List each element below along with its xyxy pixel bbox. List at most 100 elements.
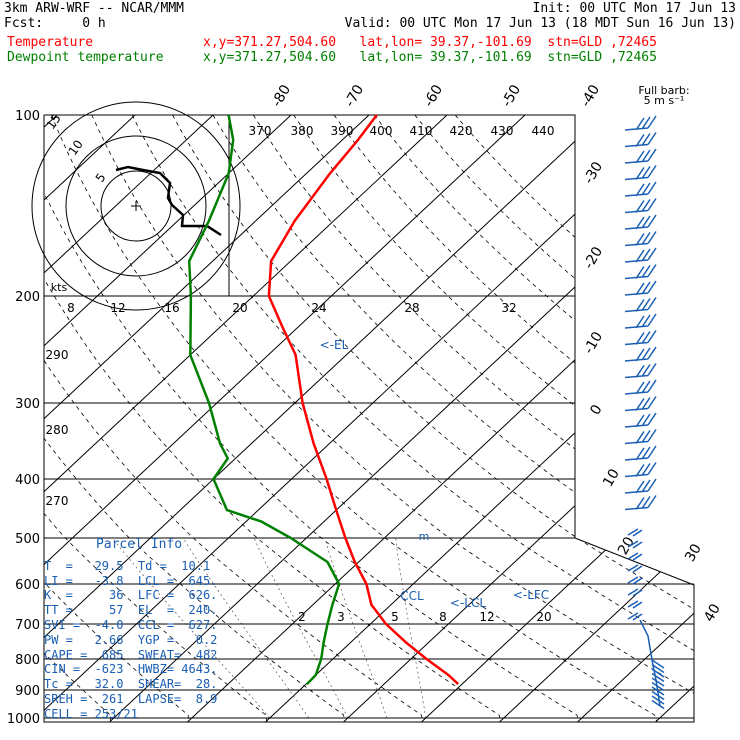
dry-adiabat <box>454 115 694 722</box>
legend-dewpoint: Dewpoint temperature <box>7 50 164 65</box>
wind-barb-dense <box>651 672 665 683</box>
isotherm-label: 30 <box>682 541 705 564</box>
theta-label: 440 <box>532 124 555 138</box>
pressure-tick-label: 400 <box>15 473 40 488</box>
pressure-tick-label: 900 <box>15 684 40 699</box>
wind-barb <box>624 297 657 313</box>
wind-key-value: 5 m s⁻¹ <box>644 94 685 107</box>
hodograph-ring <box>31 101 241 311</box>
moist-adiabat <box>324 537 388 719</box>
wind-barb-dense <box>651 686 665 696</box>
isotherm <box>44 115 604 722</box>
wind-barb <box>624 247 657 263</box>
isotherm-label: 40 <box>701 601 724 624</box>
parcel-info-rows: T = 29.5 Td = 10.1 LI = -3.8 LCL = 645. K … <box>44 559 234 722</box>
wind-barb <box>624 165 657 181</box>
pressure-tick-label: 300 <box>15 397 40 412</box>
mixing-ratio-label-low: 5 <box>391 610 399 624</box>
wind-barb <box>624 330 657 346</box>
parcel-info-row: SVI = -4.0 CCL = 627. <box>44 617 218 632</box>
theta-label: 430 <box>491 124 514 138</box>
wind-barb-low <box>627 528 643 537</box>
hodograph-center-cross <box>131 201 141 211</box>
wind-barb <box>624 412 657 428</box>
moist-adiabat <box>253 537 349 719</box>
dry-adiabat <box>374 115 694 722</box>
wind-key-title: Full barb: <box>638 84 689 97</box>
temperature-trace <box>267 114 460 686</box>
wind-barb <box>624 429 657 445</box>
parcel-info-row: PW = 2.66 YGP = 0.2 <box>44 632 218 647</box>
wind-barb <box>624 264 657 280</box>
parcel-top-marker: m <box>419 530 430 543</box>
wind-barb-low <box>627 564 643 573</box>
dry-adiabat <box>51 115 657 722</box>
dry-adiabat <box>414 115 694 722</box>
pressure-tick-label: 600 <box>15 578 40 593</box>
pressure-tick-label: 700 <box>15 618 40 633</box>
isotherm <box>343 115 694 722</box>
parcel-info-panel: Parcel Info T = 29.5 Td = 10.1 LI = -3.8 … <box>44 537 234 722</box>
mixing-ratio-label: 28 <box>404 301 419 315</box>
dry-adiabat <box>44 115 501 722</box>
wind-barb-low <box>627 612 643 621</box>
wind-barb <box>624 478 657 494</box>
theta-label: 420 <box>450 124 473 138</box>
isotherm-label: -70 <box>342 82 367 110</box>
wind-barb <box>624 396 657 412</box>
wind-barb-dense <box>651 690 665 701</box>
wind-barb-low <box>627 588 643 597</box>
isotherm <box>421 115 694 722</box>
wind-barb <box>624 462 657 478</box>
parcel-info-row: CELL = 253/21 <box>44 706 138 721</box>
lcl-annotation: <-LCL <box>450 596 486 610</box>
hodograph-ring <box>65 135 207 277</box>
wind-barb <box>624 181 657 197</box>
dry-adiabat <box>44 115 189 722</box>
mixing-ratio-label-low: 20 <box>536 610 551 624</box>
isotherm <box>44 115 682 722</box>
isotherm-label: -60 <box>421 82 446 110</box>
isotherm-label: 20 <box>615 534 638 557</box>
wind-barb <box>624 148 657 164</box>
theta-label: 410 <box>410 124 433 138</box>
dry-adiabat <box>91 115 694 722</box>
wind-barb-low <box>627 576 643 585</box>
dry-adiabat <box>172 115 694 722</box>
parcel-info-row: SREH = 261 LAPSE= 8.9 <box>44 691 218 706</box>
parcel-info-row: CIN = -623 HWBZ= 4643. <box>44 662 218 677</box>
isotherm <box>44 115 448 722</box>
isotherm <box>577 115 694 722</box>
wind-barb-dense <box>651 699 665 710</box>
pressure-tick-label: 500 <box>15 532 40 547</box>
wind-barb <box>624 214 657 230</box>
isotherm-label: -40 <box>578 82 603 110</box>
hodograph-trace <box>115 165 222 237</box>
theta-label-left: 280 <box>46 423 69 437</box>
isotherm-label: -30 <box>581 159 606 187</box>
mixing-ratio-label: 16 <box>164 301 179 315</box>
parcel-info-row: LI = -3.8 LCL = 645. <box>44 573 218 588</box>
wind-barb <box>624 379 657 395</box>
isotherm-label: -10 <box>581 329 606 357</box>
mixing-ratio-label-low: 8 <box>439 610 447 624</box>
valid-time: Valid: 00 UTC Mon 17 Jun 13 (18 MDT Sun … <box>344 16 736 31</box>
wind-barb <box>624 445 657 461</box>
temperature-location: x,y=371.27,504.60 lat,lon= 39.37,-101.69… <box>203 35 657 50</box>
parcel-info-row: K = 36 LFC = 626. <box>44 588 218 603</box>
isotherm <box>499 115 694 722</box>
hodograph-ring-label: 5 <box>93 171 109 185</box>
parcel-info-title: Parcel Info <box>95 537 183 552</box>
moist-adiabat <box>395 537 427 719</box>
wind-barb-dense <box>651 695 665 705</box>
mixing-ratio-label-low: 3 <box>337 610 345 624</box>
plot-frame <box>43 114 695 723</box>
wind-barb <box>624 132 657 148</box>
parcel-info-row: CAPE = 685 SWEAT= 482 <box>44 647 218 662</box>
wind-barb <box>624 346 657 362</box>
pressure-tick-label: 800 <box>15 653 40 668</box>
wind-barb <box>624 495 657 511</box>
mixing-ratio-label-low: 2 <box>298 610 306 624</box>
theta-label: 370 <box>249 124 272 138</box>
